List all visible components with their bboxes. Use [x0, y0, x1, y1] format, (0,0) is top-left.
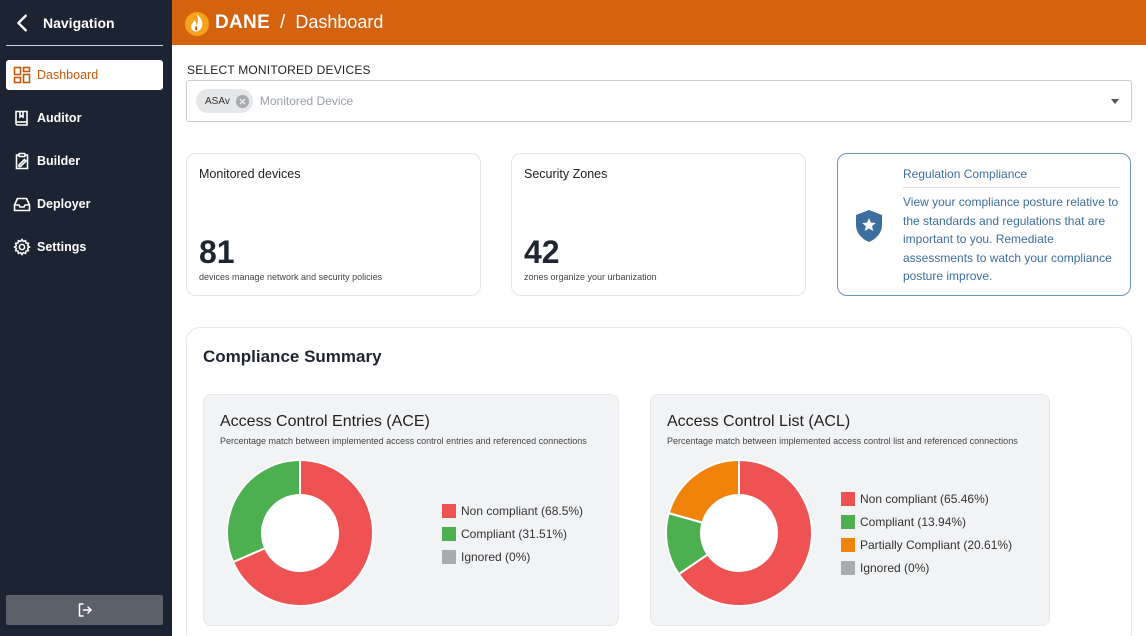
acl-chart-panel: Access Control List (ACL) Percentage mat…: [650, 394, 1050, 626]
legend-label: Ignored (0%): [461, 549, 531, 564]
chart-subtitle: Percentage match between implemented acc…: [220, 436, 587, 446]
divider: [903, 187, 1120, 188]
sidebar-item-deployer[interactable]: Deployer: [6, 189, 163, 219]
card-value: 42: [524, 234, 560, 270]
dropdown-caret-icon[interactable]: [1111, 99, 1119, 104]
sidebar-item-settings[interactable]: Settings: [6, 232, 163, 262]
device-chip-label: ASAv: [205, 95, 230, 107]
ace-donut-chart: [226, 459, 374, 607]
legend-swatch: [442, 549, 456, 564]
top-bar: DANE / Dashboard: [172, 0, 1146, 45]
legend-item[interactable]: Non compliant (68.5%): [442, 499, 583, 522]
book-icon: [13, 109, 31, 127]
legend-swatch: [841, 491, 855, 506]
legend-item[interactable]: Compliant (31.51%): [442, 522, 583, 545]
breadcrumb-separator: /: [280, 11, 286, 33]
legend-swatch: [442, 526, 456, 541]
legend-label: Partially Compliant (20.61%): [860, 537, 1013, 552]
device-select-placeholder: Monitored Device: [259, 94, 354, 108]
donut-slice-1[interactable]: [226, 459, 301, 564]
acl-legend: Non compliant (65.46%) Compliant (13.94%)…: [841, 487, 1012, 579]
compliance-summary-section: Compliance Summary Access Control Entrie…: [186, 327, 1132, 636]
sidebar: Navigation Dashboard Auditor Builder Dep…: [0, 0, 172, 636]
shield-star-icon: [856, 210, 882, 242]
gear-icon: [13, 238, 31, 256]
ace-chart-panel: Access Control Entries (ACE) Percentage …: [203, 394, 619, 626]
logout-button[interactable]: [6, 595, 163, 625]
sidebar-item-auditor[interactable]: Auditor: [6, 103, 163, 133]
section-title: Compliance Summary: [203, 347, 382, 366]
chart-subtitle: Percentage match between implemented acc…: [667, 436, 1018, 446]
legend-label: Compliant (31.51%): [461, 526, 568, 541]
sidebar-item-builder[interactable]: Builder: [6, 146, 163, 176]
chart-title: Access Control Entries (ACE): [220, 413, 430, 430]
nav-header[interactable]: Navigation: [6, 0, 163, 46]
legend-swatch: [841, 560, 855, 575]
card-value: 81: [199, 234, 235, 270]
device-select[interactable]: ASAv Monitored Device: [186, 80, 1132, 122]
legend-item[interactable]: Compliant (13.94%): [841, 510, 1012, 533]
page-title: Dashboard: [295, 12, 384, 32]
sidebar-item-label: Dashboard: [37, 68, 99, 82]
legend-label: Compliant (13.94%): [860, 514, 967, 529]
regulation-title: Regulation Compliance: [903, 167, 1028, 181]
chart-title: Access Control List (ACL): [667, 413, 851, 430]
brand-name[interactable]: DANE: [215, 11, 271, 33]
card-title: Security Zones: [524, 167, 608, 181]
legend-label: Non compliant (65.46%): [860, 491, 989, 506]
acl-donut-chart: [665, 459, 813, 607]
chevron-left-icon[interactable]: [12, 12, 34, 34]
donut-hole: [701, 495, 777, 571]
legend-label: Ignored (0%): [860, 560, 930, 575]
monitored-devices-card: Monitored devices 81 devices manage netw…: [186, 153, 481, 296]
sidebar-item-label: Builder: [37, 154, 81, 168]
logout-icon: [78, 603, 92, 617]
sidebar-item-label: Auditor: [37, 111, 82, 125]
legend-item[interactable]: Ignored (0%): [841, 556, 1012, 579]
legend-item[interactable]: Partially Compliant (20.61%): [841, 533, 1012, 556]
inbox-icon: [13, 195, 31, 213]
remove-chip-icon[interactable]: [235, 94, 250, 109]
ace-legend: Non compliant (68.5%) Compliant (31.51%) I…: [442, 499, 583, 568]
legend-item[interactable]: Ignored (0%): [442, 545, 583, 568]
legend-swatch: [442, 503, 456, 518]
flame-logo-icon[interactable]: [183, 9, 211, 37]
nav-title: Navigation: [43, 14, 115, 31]
legend-swatch: [841, 514, 855, 529]
dashboard-icon: [13, 66, 31, 84]
legend-label: Non compliant (68.5%): [461, 503, 584, 518]
card-subtitle: zones organize your urbanization: [524, 272, 657, 282]
sidebar-item-dashboard[interactable]: Dashboard: [6, 60, 163, 90]
security-zones-card: Security Zones 42 zones organize your ur…: [511, 153, 806, 296]
sidebar-item-label: Deployer: [37, 197, 91, 211]
sidebar-item-label: Settings: [37, 240, 87, 254]
device-select-label: SELECT MONITORED DEVICES: [187, 63, 371, 77]
card-title: Monitored devices: [199, 167, 301, 181]
legend-item[interactable]: Non compliant (65.46%): [841, 487, 1012, 510]
regulation-description: View your compliance posture relative to…: [903, 195, 1119, 283]
device-chip[interactable]: ASAv: [196, 89, 253, 113]
clipboard-icon: [13, 152, 31, 170]
legend-swatch: [841, 537, 855, 552]
regulation-compliance-card[interactable]: Regulation Compliance View your complian…: [837, 153, 1131, 296]
card-subtitle: devices manage network and security poli…: [199, 272, 383, 282]
donut-hole: [262, 495, 338, 571]
